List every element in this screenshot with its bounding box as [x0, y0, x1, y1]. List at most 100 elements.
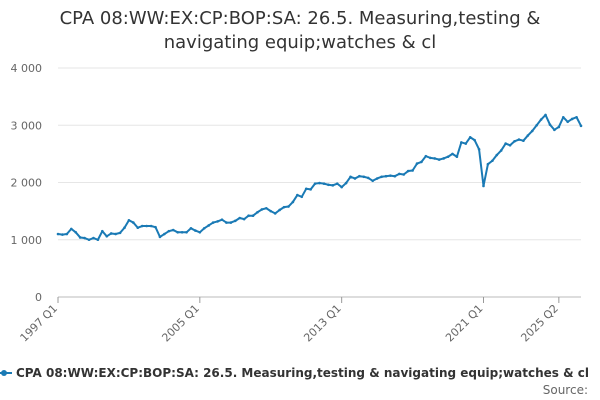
- data-point-41[interactable]: [238, 216, 242, 220]
- data-point-84[interactable]: [429, 156, 432, 160]
- data-point-23[interactable]: [158, 235, 162, 239]
- data-point-8[interactable]: [92, 236, 95, 240]
- data-point-116[interactable]: [570, 117, 574, 121]
- data-point-76[interactable]: [393, 174, 397, 178]
- data-point-89[interactable]: [451, 152, 454, 156]
- data-point-50[interactable]: [278, 208, 281, 212]
- data-point-29[interactable]: [185, 231, 188, 234]
- data-point-64[interactable]: [340, 185, 343, 189]
- data-point-92[interactable]: [464, 142, 468, 145]
- data-point-72[interactable]: [375, 177, 379, 180]
- data-point-110[interactable]: [544, 113, 547, 117]
- data-point-21[interactable]: [149, 224, 153, 228]
- data-point-11[interactable]: [105, 235, 109, 238]
- data-point-56[interactable]: [304, 187, 308, 191]
- data-point-27[interactable]: [176, 231, 179, 234]
- data-point-25[interactable]: [167, 229, 171, 233]
- data-point-98[interactable]: [491, 159, 494, 163]
- data-point-51[interactable]: [282, 205, 286, 209]
- data-point-19[interactable]: [140, 224, 144, 228]
- data-point-65[interactable]: [344, 181, 348, 185]
- data-point-77[interactable]: [397, 172, 401, 176]
- data-point-43[interactable]: [247, 214, 250, 217]
- data-point-112[interactable]: [553, 128, 556, 132]
- data-point-13[interactable]: [114, 232, 117, 236]
- data-point-5[interactable]: [78, 236, 82, 239]
- data-point-37[interactable]: [220, 218, 224, 222]
- data-point-32[interactable]: [198, 231, 202, 234]
- data-point-97[interactable]: [486, 162, 490, 166]
- data-point-101[interactable]: [504, 142, 507, 145]
- data-point-20[interactable]: [145, 224, 148, 228]
- data-point-117[interactable]: [575, 115, 578, 119]
- data-point-49[interactable]: [273, 212, 277, 215]
- data-point-104[interactable]: [517, 138, 521, 141]
- data-point-90[interactable]: [455, 155, 459, 159]
- data-point-94[interactable]: [473, 138, 476, 142]
- data-point-87[interactable]: [442, 157, 445, 160]
- data-point-60[interactable]: [322, 182, 326, 185]
- data-point-78[interactable]: [402, 173, 406, 176]
- data-point-83[interactable]: [424, 154, 428, 158]
- data-point-70[interactable]: [366, 176, 370, 180]
- data-point-52[interactable]: [287, 205, 290, 208]
- data-point-93[interactable]: [468, 135, 472, 139]
- data-point-35[interactable]: [211, 221, 215, 224]
- data-point-105[interactable]: [522, 139, 525, 143]
- data-point-15[interactable]: [123, 226, 126, 230]
- data-point-82[interactable]: [420, 160, 423, 164]
- data-point-61[interactable]: [327, 183, 330, 187]
- data-point-34[interactable]: [207, 224, 210, 227]
- data-point-111[interactable]: [548, 123, 552, 126]
- data-point-14[interactable]: [118, 231, 122, 235]
- data-point-4[interactable]: [74, 231, 78, 234]
- data-point-57[interactable]: [309, 188, 312, 191]
- data-point-7[interactable]: [87, 238, 91, 242]
- data-point-9[interactable]: [96, 238, 100, 242]
- data-point-95[interactable]: [477, 147, 481, 151]
- data-point-26[interactable]: [171, 228, 175, 232]
- data-point-103[interactable]: [513, 139, 516, 143]
- data-point-28[interactable]: [180, 231, 184, 234]
- data-point-30[interactable]: [189, 227, 193, 230]
- data-point-46[interactable]: [260, 208, 264, 211]
- data-point-18[interactable]: [136, 226, 140, 230]
- data-point-63[interactable]: [335, 182, 339, 185]
- data-point-31[interactable]: [194, 229, 197, 232]
- data-point-42[interactable]: [242, 217, 246, 221]
- data-point-102[interactable]: [508, 143, 512, 147]
- data-point-2[interactable]: [65, 232, 69, 236]
- data-point-17[interactable]: [132, 221, 135, 224]
- data-point-10[interactable]: [101, 229, 104, 233]
- data-point-33[interactable]: [202, 227, 206, 230]
- data-point-91[interactable]: [460, 141, 463, 144]
- data-point-79[interactable]: [406, 169, 410, 173]
- data-point-81[interactable]: [415, 162, 419, 165]
- data-point-113[interactable]: [557, 125, 561, 129]
- data-point-118[interactable]: [579, 124, 583, 128]
- data-point-88[interactable]: [446, 155, 450, 159]
- data-point-55[interactable]: [300, 195, 304, 199]
- data-point-75[interactable]: [389, 174, 392, 177]
- legend[interactable]: CPA 08:WW:EX:CP:BOP:SA: 26.5. Measuring,…: [0, 366, 589, 380]
- data-point-69[interactable]: [362, 175, 366, 179]
- data-point-66[interactable]: [349, 175, 352, 179]
- data-point-106[interactable]: [526, 134, 530, 137]
- data-point-0[interactable]: [56, 232, 60, 236]
- data-point-3[interactable]: [70, 227, 73, 231]
- data-point-6[interactable]: [83, 236, 86, 240]
- data-point-48[interactable]: [269, 209, 273, 213]
- data-point-109[interactable]: [539, 118, 543, 121]
- data-point-39[interactable]: [229, 221, 233, 224]
- data-point-85[interactable]: [433, 157, 437, 160]
- data-point-58[interactable]: [313, 182, 317, 185]
- data-point-12[interactable]: [109, 232, 113, 235]
- data-point-68[interactable]: [358, 174, 361, 178]
- data-point-16[interactable]: [127, 218, 131, 222]
- data-point-74[interactable]: [384, 174, 388, 178]
- data-point-22[interactable]: [154, 225, 157, 229]
- data-point-86[interactable]: [437, 158, 441, 161]
- data-point-73[interactable]: [380, 175, 383, 179]
- data-point-96[interactable]: [482, 184, 485, 188]
- data-point-62[interactable]: [331, 184, 335, 187]
